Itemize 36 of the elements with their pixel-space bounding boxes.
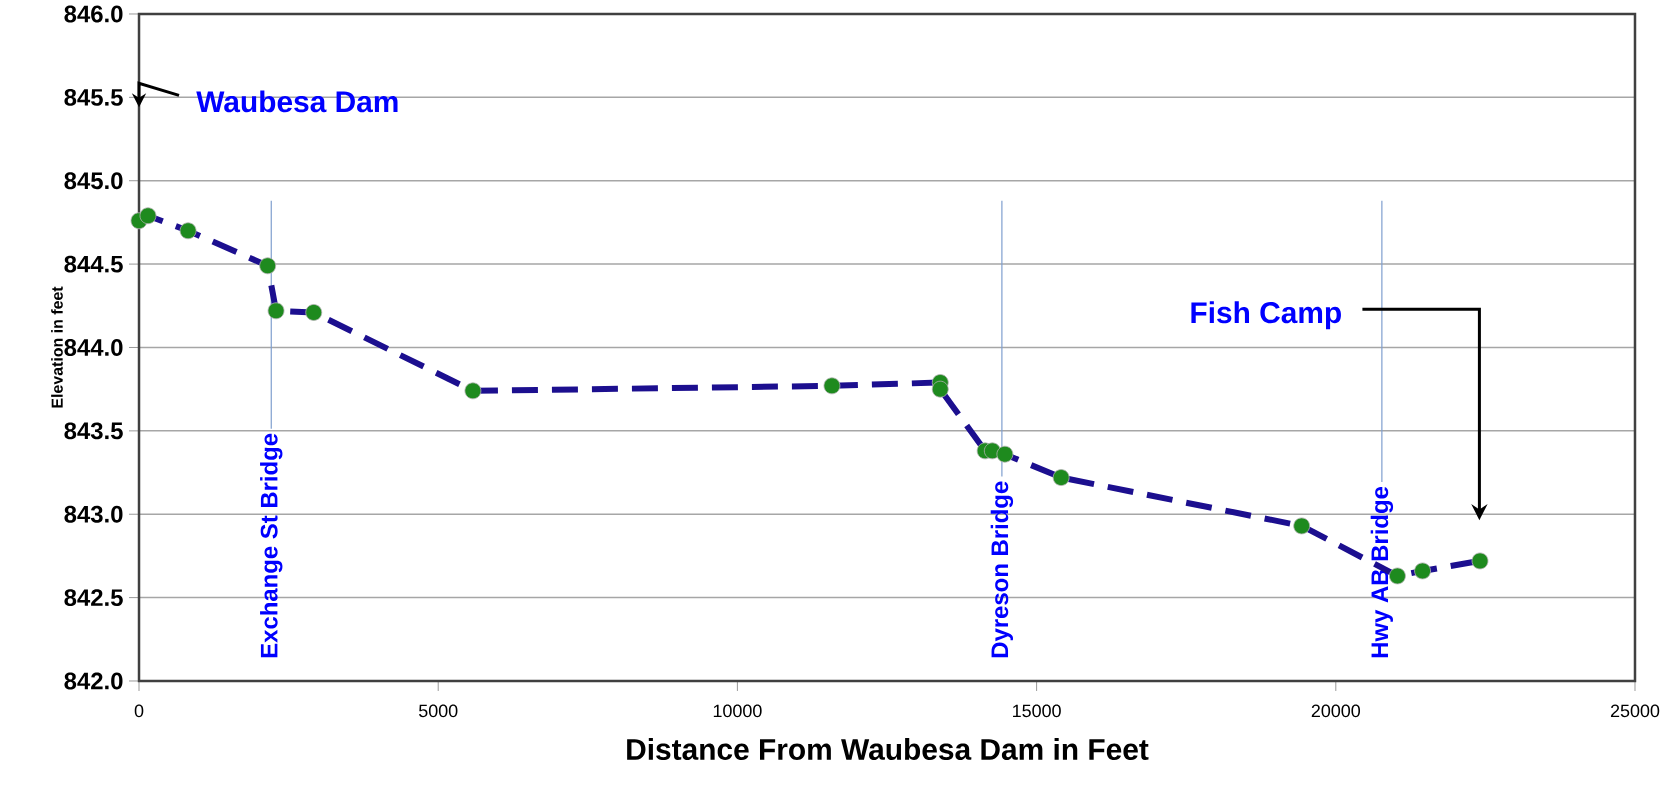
point — [464, 382, 482, 400]
y-tick-label: 845.5 — [64, 88, 123, 106]
point — [931, 380, 949, 398]
point — [1052, 469, 1070, 486]
point — [259, 257, 277, 275]
ref-line-label: Dyreson Bridge — [990, 481, 1014, 658]
y-tick-label: 843.5 — [64, 422, 123, 440]
point — [179, 222, 197, 240]
y-tick-label: 846.0 — [64, 5, 123, 23]
y-tick-label: 845.0 — [64, 172, 123, 190]
y-tick-label: 843.0 — [64, 505, 123, 523]
point — [1389, 567, 1406, 585]
ref-line-label: Exchange St Bridge — [260, 433, 283, 658]
x-tick-label: 5000 — [418, 704, 458, 718]
x-tick-label: 20000 — [1311, 704, 1361, 718]
point — [1293, 517, 1311, 535]
point — [267, 302, 285, 320]
ref-line-label: Hwy AB Bridge — [1370, 486, 1394, 658]
y-tick-label: 844.0 — [64, 339, 123, 356]
point — [823, 377, 841, 395]
point — [996, 445, 1014, 463]
annotation: Waubesa Dam — [196, 90, 398, 113]
y-tick-label: 842.5 — [64, 589, 123, 607]
annotation: Fish Camp — [1191, 301, 1341, 330]
y-tick-label: 842.0 — [64, 672, 123, 690]
x-tick-label: 0 — [134, 704, 144, 718]
x-tick-label: 15000 — [1013, 704, 1061, 718]
point — [1471, 552, 1489, 570]
x-axis-title: Distance From Waubesa Dam in Feet — [627, 738, 1149, 760]
point — [1414, 562, 1431, 580]
point — [305, 304, 323, 321]
x-tick-label: 25000 — [1610, 704, 1660, 718]
y-axis-title: Elevation in feet — [51, 286, 63, 408]
x-tick-label: 10000 — [713, 704, 762, 718]
y-tick-label: 844.5 — [64, 255, 123, 273]
point — [139, 207, 157, 225]
